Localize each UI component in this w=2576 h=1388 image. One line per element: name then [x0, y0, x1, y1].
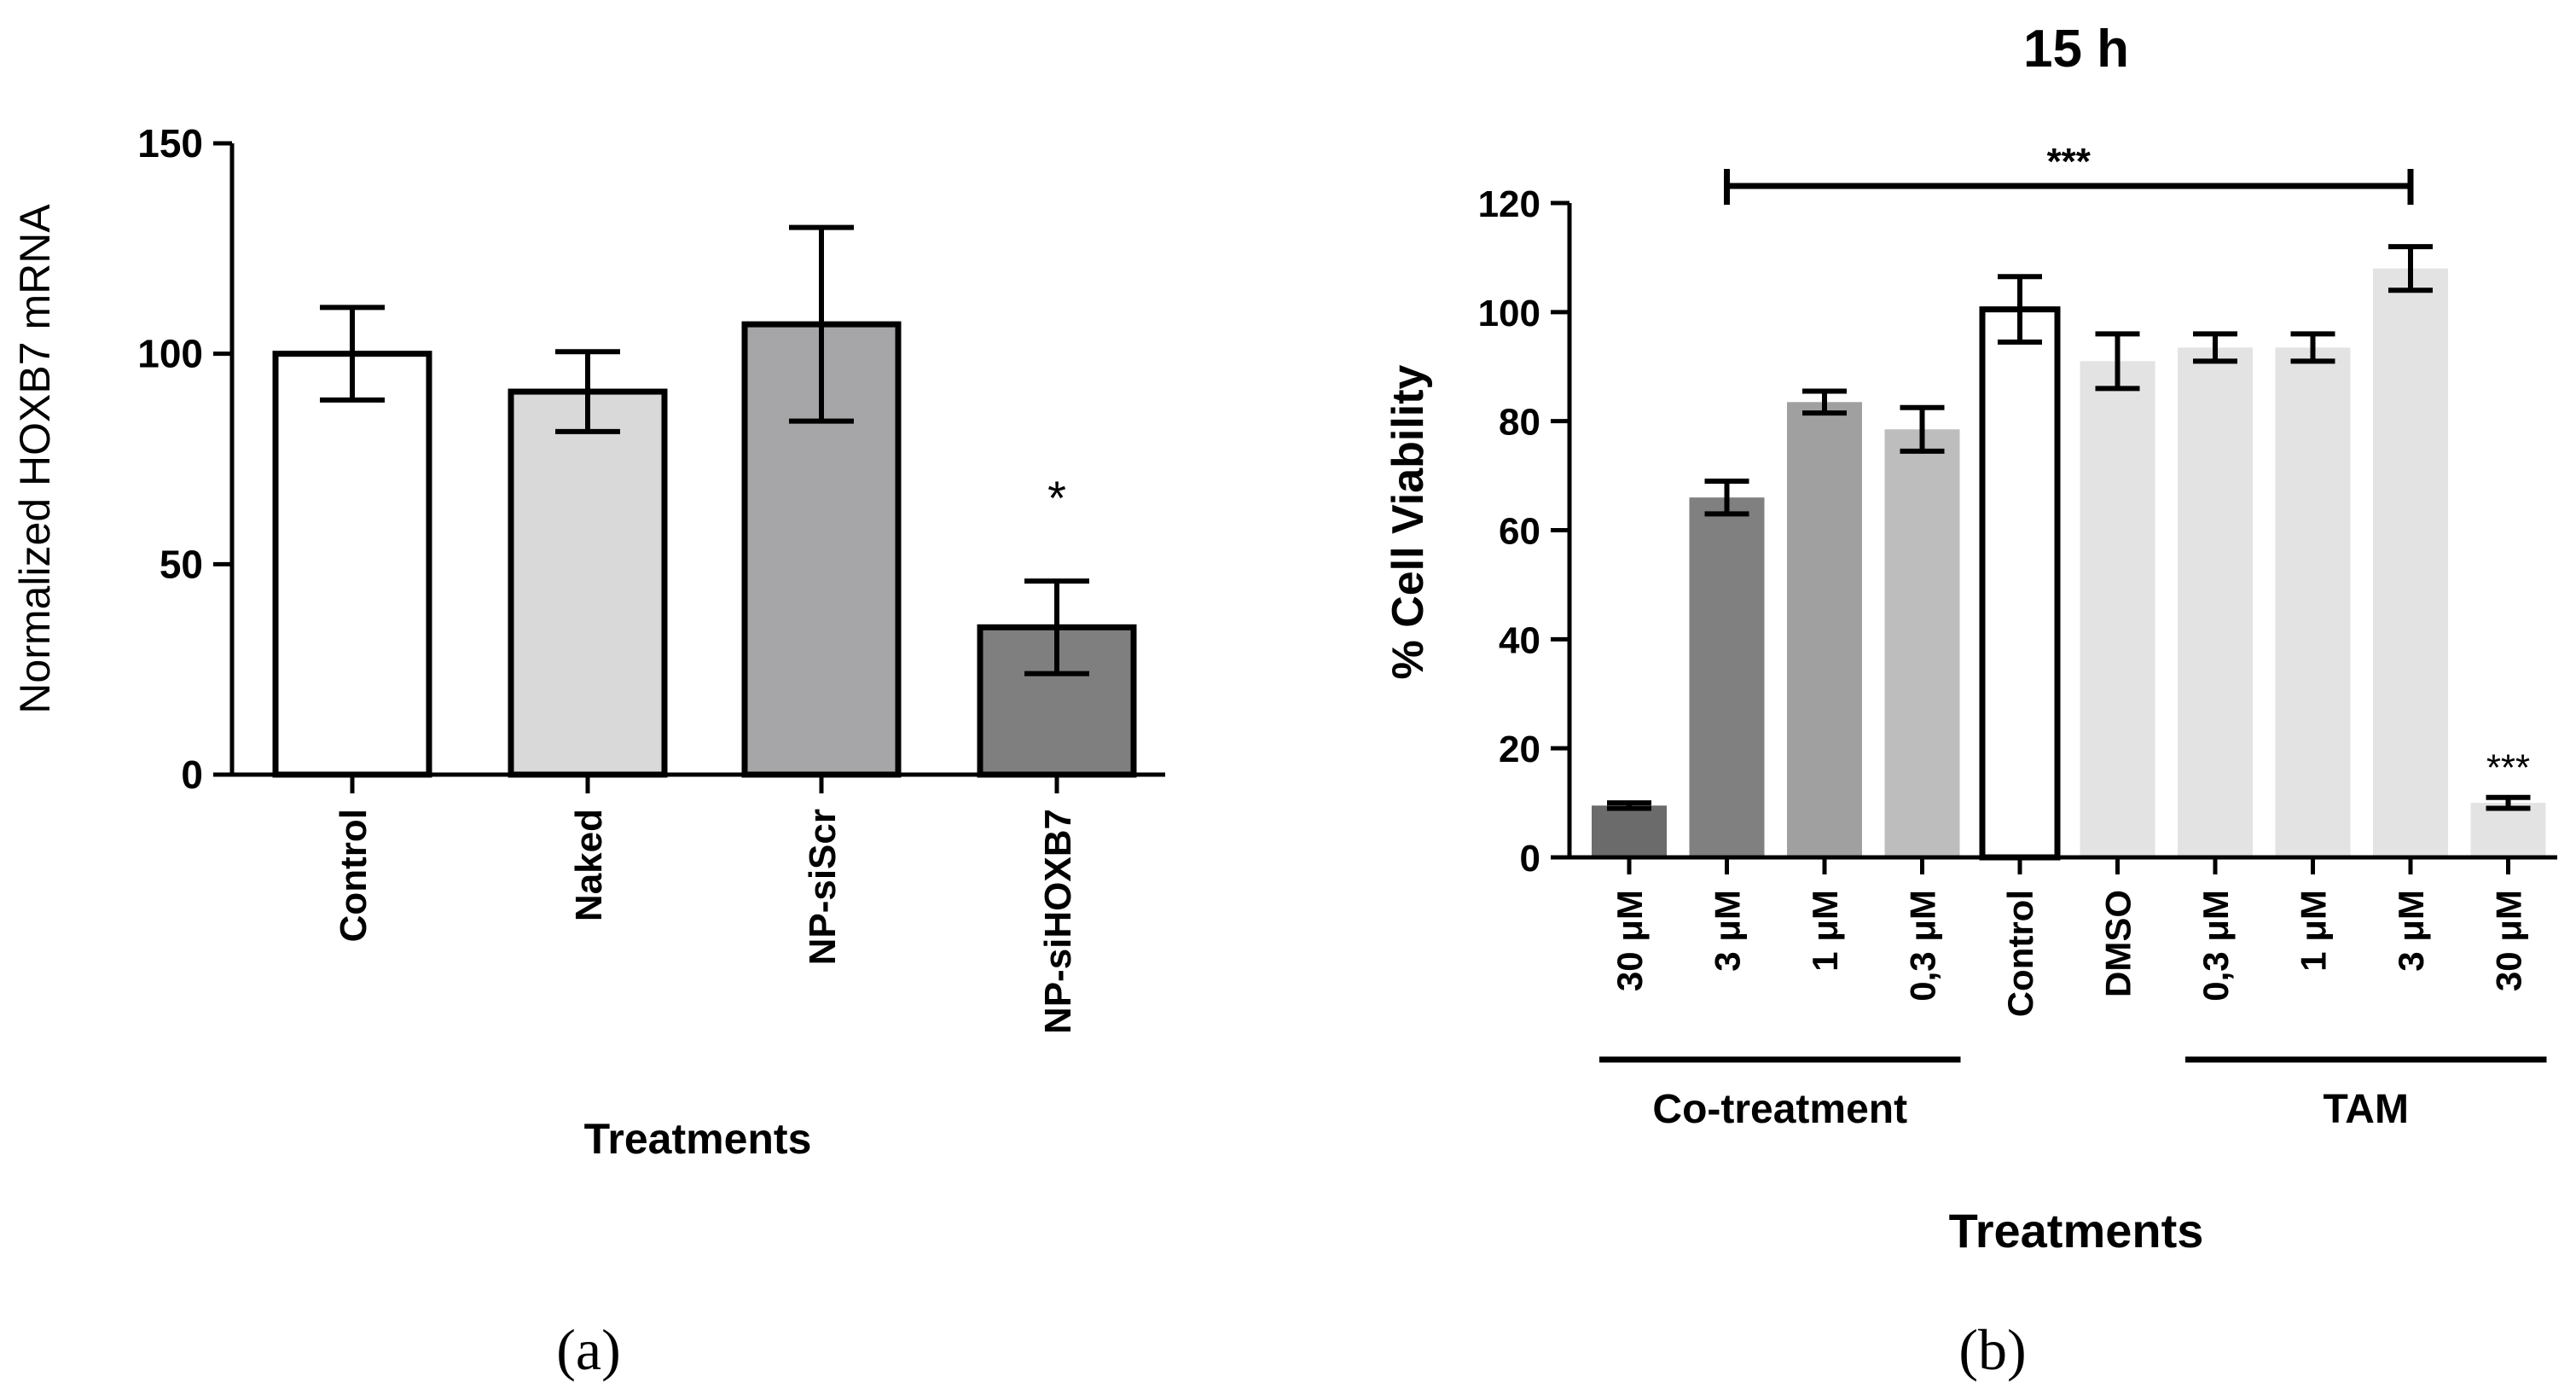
y-tick-label-a: 50 [160, 542, 203, 586]
chart-panel-a: 0 50 100 150 Control Naked NP-siScr NP-siHOXB7… [11, 121, 1165, 1382]
bar-a [272, 351, 432, 778]
bar-b [2470, 803, 2546, 857]
bar-b [1979, 306, 2061, 861]
chart-panel-b: 15 h 0 20 40 60 80 100 120 30 μM 3 μM 1 μM 0,3 μM… [1384, 20, 2557, 1382]
y-tick-label-a: 150 [137, 121, 203, 166]
y-tick-label-b: 0 [1520, 838, 1540, 880]
significance-stars-last-bar-b: *** [2486, 747, 2530, 789]
bar-b [2178, 347, 2253, 858]
x-tick-label-a: Control [333, 809, 374, 942]
group-label-b: TAM [2324, 1087, 2409, 1132]
bar-b [1884, 429, 1960, 857]
bar-group-a [272, 321, 1137, 778]
group-brackets-b: Co-treatment TAM [1599, 1056, 2547, 1132]
bar-b [1689, 497, 1765, 857]
bar-group-b [1592, 268, 2546, 861]
x-tick-label-b: 0,3 μM [2196, 890, 2236, 1002]
y-axis-label-b: % Cell Viability [1384, 364, 1433, 679]
bar-b [2080, 361, 2155, 857]
x-tick-label-a: Naked [568, 809, 610, 921]
error-bar-group-a [320, 224, 1089, 677]
y-tick-label-b: 20 [1499, 729, 1540, 770]
y-tick-label-b: 100 [1478, 293, 1540, 334]
x-tick-label-a: NP-siScr [802, 809, 844, 965]
x-ticks-a: Control Naked NP-siScr NP-siHOXB7 [333, 775, 1079, 1034]
error-bar-group-b [1607, 244, 2531, 811]
significance-star-a: * [1047, 471, 1066, 525]
significance-bracket-b [1724, 169, 2414, 205]
y-tick-label-b: 60 [1499, 511, 1540, 553]
x-tick-label-b: 1 μM [2294, 890, 2334, 972]
y-tick-label-a: 100 [137, 332, 203, 376]
bar-b [2275, 347, 2351, 858]
x-tick-label-b: DMSO [2098, 890, 2138, 997]
y-tick-label-b: 120 [1478, 183, 1540, 225]
x-axis-label-a: Treatments [584, 1115, 812, 1163]
bar-a [508, 388, 668, 778]
x-tick-label-a: NP-siHOXB7 [1037, 809, 1079, 1034]
x-tick-label-b: 3 μM [2391, 890, 2431, 972]
panel-label-a: (a) [556, 1317, 620, 1382]
x-tick-label-b: 30 μM [2489, 890, 2529, 991]
y-ticks-a: 0 50 100 150 [137, 121, 232, 797]
x-tick-label-b: 0,3 μM [1903, 890, 1943, 1002]
y-axis-label-a: Normalized HOXB7 mRNA [11, 204, 59, 714]
x-axis-label-b: Treatments [1949, 1204, 2204, 1257]
y-tick-label-b: 80 [1499, 402, 1540, 444]
x-tick-label-b: 1 μM [1805, 890, 1845, 972]
bar-b [1787, 402, 1862, 857]
y-tick-label-b: 40 [1499, 619, 1540, 661]
bracket-stars-b: *** [2047, 141, 2092, 183]
y-ticks-b: 0 20 40 60 80 100 120 [1478, 183, 1569, 880]
bar-b [1592, 805, 1667, 857]
x-ticks-b: 30 μM 3 μM 1 μM 0,3 μM Control DMSO 0,3 μM 1 μM… [1610, 857, 2529, 1017]
bar-b [2373, 268, 2448, 857]
x-tick-label-b: 30 μM [1610, 890, 1650, 991]
chart-title-b: 15 h [2023, 20, 2129, 78]
y-tick-label-a: 0 [181, 752, 203, 797]
group-label-b: Co-treatment [1652, 1087, 1907, 1132]
x-tick-label-b: Control [2000, 890, 2040, 1017]
x-tick-label-b: 3 μM [1708, 890, 1748, 972]
panel-label-b: (b) [1958, 1317, 2026, 1382]
